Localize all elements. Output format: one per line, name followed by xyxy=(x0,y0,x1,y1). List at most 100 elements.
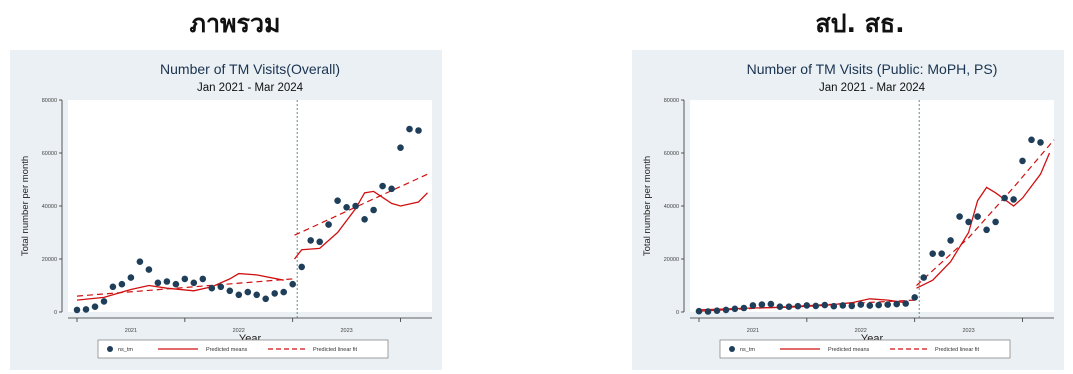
data-point xyxy=(82,306,90,313)
data-point xyxy=(902,300,909,307)
data-point xyxy=(271,290,279,297)
data-point xyxy=(190,279,198,287)
data-point xyxy=(226,287,234,295)
legend-label-linear: Predicted linear fit xyxy=(935,347,979,353)
data-point xyxy=(857,301,865,308)
linear-fit-line-post xyxy=(916,139,1055,286)
data-point xyxy=(136,258,144,265)
data-point xyxy=(100,298,108,305)
y-tick-label: 0 xyxy=(54,310,57,316)
data-point xyxy=(343,204,350,211)
data-point xyxy=(695,307,703,315)
data-point xyxy=(235,291,243,299)
data-point xyxy=(731,305,739,313)
data-point xyxy=(361,216,368,223)
predicted-means-line-post xyxy=(293,190,428,260)
data-point xyxy=(334,197,341,204)
legend-label-points: ns_tm xyxy=(118,347,133,353)
chart-panel-public: Number of TM Visits (Public: MoPH, PS) Ja… xyxy=(632,50,1064,370)
data-point xyxy=(388,185,395,193)
y-tick-label: 0 xyxy=(676,310,679,316)
data-point xyxy=(172,280,180,288)
data-point xyxy=(749,302,757,309)
legend-marker-points xyxy=(107,346,113,352)
data-point xyxy=(163,278,171,285)
data-point xyxy=(217,283,225,291)
x-tick-label: 2022 xyxy=(233,328,245,334)
data-point xyxy=(893,300,900,308)
y-tick-label: 40000 xyxy=(42,204,57,210)
linear-fit-line-pre xyxy=(76,278,293,297)
data-point xyxy=(91,303,99,310)
data-point xyxy=(866,302,874,309)
y-axis-label: Total number per month xyxy=(642,156,653,256)
heading-overall: ภาพรวม xyxy=(189,9,281,38)
data-point xyxy=(992,218,999,226)
legend-marker-points xyxy=(729,346,735,352)
chart-subtitle: Jan 2021 - Mar 2024 xyxy=(819,82,926,94)
data-point xyxy=(127,274,135,281)
data-point xyxy=(776,303,784,310)
data-point xyxy=(722,306,730,314)
data-point xyxy=(884,301,891,308)
chart-title: Number of TM Visits(Overall) xyxy=(160,61,340,77)
y-tick-label: 80000 xyxy=(42,98,57,104)
data-point xyxy=(1028,136,1035,144)
data-point xyxy=(415,127,422,134)
data-point xyxy=(1037,139,1044,146)
data-point xyxy=(821,301,829,309)
data-point xyxy=(938,250,945,257)
data-point xyxy=(704,308,712,315)
data-point xyxy=(280,288,288,296)
data-point xyxy=(199,275,207,283)
data-point xyxy=(812,302,820,310)
data-point xyxy=(794,302,802,310)
data-point xyxy=(73,306,81,314)
chart-overall: Number of TM Visits(Overall) Jan 2021 - M… xyxy=(10,50,442,370)
data-point xyxy=(253,291,260,299)
chart-subtitle: Jan 2021 - Mar 2024 xyxy=(197,82,304,94)
data-point xyxy=(307,237,315,244)
data-point xyxy=(370,206,377,214)
x-tick-label: 2021 xyxy=(125,328,137,334)
data-point xyxy=(947,237,954,244)
predicted-means-line-post xyxy=(916,152,1051,289)
legend-label-points: ns_tm xyxy=(740,347,755,353)
legend-label-linear: Predicted linear fit xyxy=(313,347,357,353)
data-point xyxy=(965,218,972,226)
data-point xyxy=(181,275,189,283)
linear-fit-line-post xyxy=(294,173,428,236)
predicted-means-line-pre xyxy=(698,298,906,311)
data-point xyxy=(911,294,918,301)
y-tick-label: 20000 xyxy=(42,257,57,263)
heading-public: สป. สธ. xyxy=(815,9,905,38)
data-point xyxy=(929,250,936,257)
data-point xyxy=(740,304,748,312)
chart-title: Number of TM Visits (Public: MoPH, PS) xyxy=(747,61,998,77)
y-tick-label: 80000 xyxy=(664,98,679,104)
data-point xyxy=(379,182,386,190)
data-point xyxy=(830,302,838,310)
data-point xyxy=(848,302,856,310)
data-point xyxy=(208,284,216,292)
data-point xyxy=(983,226,990,234)
data-point xyxy=(406,125,413,133)
data-point xyxy=(316,238,324,246)
data-point xyxy=(244,288,252,296)
data-point xyxy=(154,279,162,287)
data-point xyxy=(875,301,882,309)
y-axis-label: Total number per month xyxy=(20,156,31,256)
data-point xyxy=(956,213,963,220)
data-point xyxy=(1001,194,1008,202)
data-point xyxy=(767,300,775,308)
data-point xyxy=(785,303,793,310)
data-point xyxy=(118,280,126,288)
data-point xyxy=(1010,196,1017,203)
y-tick-label: 20000 xyxy=(664,257,679,263)
y-tick-label: 40000 xyxy=(664,204,679,210)
legend-box xyxy=(719,339,1011,359)
chart-public: Number of TM Visits (Public: MoPH, PS) Ja… xyxy=(632,50,1064,370)
legend-box xyxy=(97,339,389,359)
data-point xyxy=(109,283,117,291)
data-point xyxy=(974,213,981,220)
